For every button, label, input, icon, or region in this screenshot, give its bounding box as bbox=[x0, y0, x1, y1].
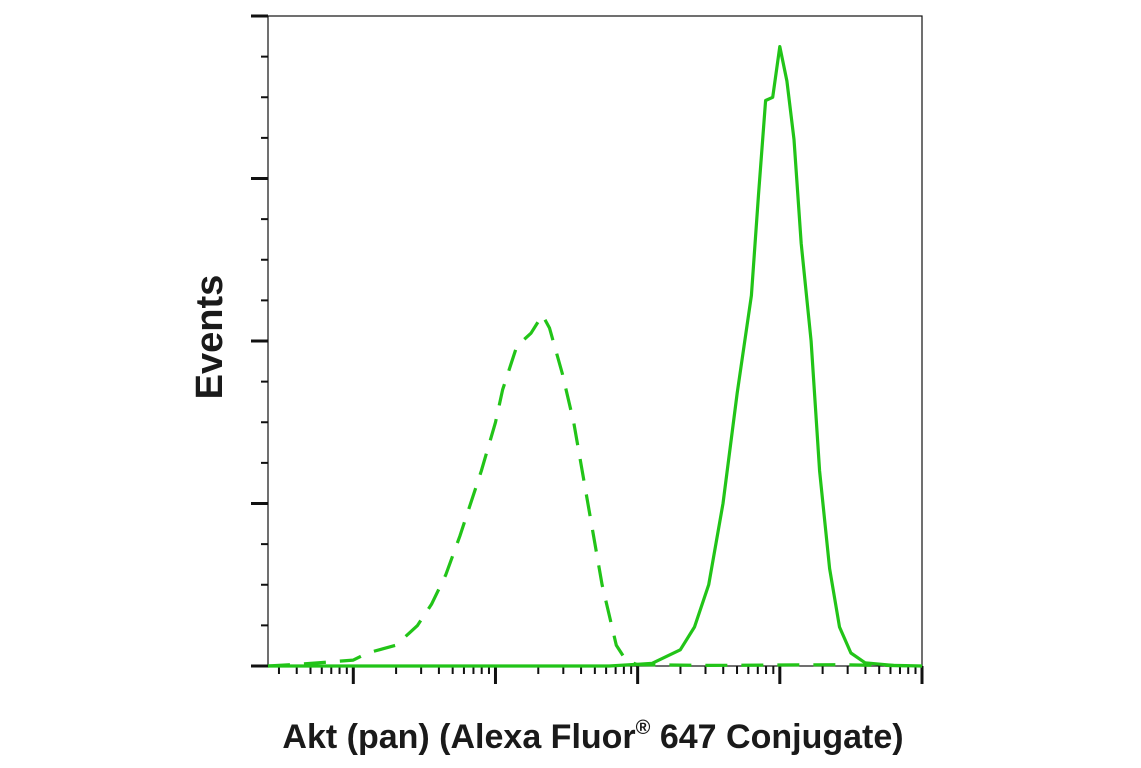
x-axis-label: Akt (pan) (Alexa Fluor® 647 Conjugate) bbox=[282, 717, 903, 756]
plot-frame bbox=[267, 15, 923, 667]
y-axis-label: Events bbox=[189, 275, 231, 400]
x-axis-label-main: Akt (pan) (Alexa Fluor bbox=[282, 718, 635, 756]
series-solid-line bbox=[268, 45, 923, 668]
x-axis-label-tail: 647 Conjugate) bbox=[650, 718, 903, 756]
x-axis-ticks bbox=[277, 666, 924, 684]
series-layer bbox=[267, 45, 923, 668]
y-axis-ticks bbox=[251, 14, 268, 668]
x-axis-label-registered: ® bbox=[636, 717, 651, 739]
series-dashed-line bbox=[267, 313, 923, 668]
